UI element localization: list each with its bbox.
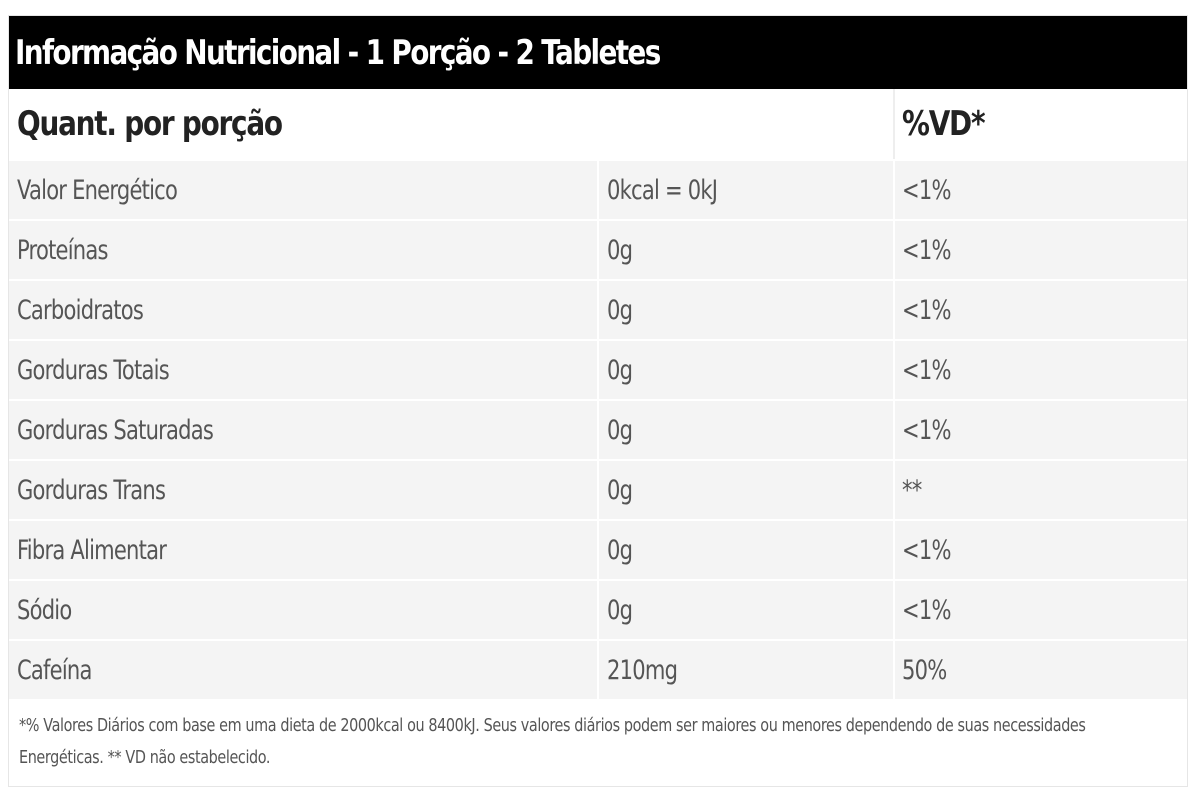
table-row: Gorduras Saturadas 0g <1% <box>9 401 1187 459</box>
table-row: Proteínas 0g <1% <box>9 221 1187 279</box>
nutrient-amount: 0g <box>607 474 633 506</box>
column-divider <box>597 461 599 519</box>
nutrient-rows: Valor Energético 0kcal = 0kJ <1% Proteín… <box>9 161 1187 701</box>
nutrient-name: Gorduras Totais <box>17 354 170 386</box>
nutrient-vd: <1% <box>902 234 952 266</box>
nutrient-vd: <1% <box>902 534 952 566</box>
column-divider <box>597 521 599 579</box>
column-divider <box>893 461 895 519</box>
column-divider <box>597 641 599 699</box>
nutrient-name: Fibra Alimentar <box>17 534 167 566</box>
column-divider <box>597 581 599 639</box>
column-divider <box>893 341 895 399</box>
table-row: Valor Energético 0kcal = 0kJ <1% <box>9 161 1187 219</box>
table-row: Cafeína 210mg 50% <box>9 641 1187 699</box>
nutrient-vd: <1% <box>902 294 952 326</box>
header-quantity: Quant. por porção <box>17 104 283 144</box>
nutrient-name: Gorduras Trans <box>17 474 166 506</box>
nutrient-amount: 0g <box>607 594 633 626</box>
nutrient-amount: 0g <box>607 294 633 326</box>
column-divider <box>597 161 599 219</box>
column-divider <box>893 401 895 459</box>
table-row: Gorduras Totais 0g <1% <box>9 341 1187 399</box>
nutrient-name: Sódio <box>17 594 72 626</box>
nutrient-vd: ** <box>902 474 922 506</box>
column-divider <box>597 221 599 279</box>
title-bar: Informação Nutricional - 1 Porção - 2 Ta… <box>9 16 1187 89</box>
table-title: Informação Nutricional - 1 Porção - 2 Ta… <box>15 32 661 73</box>
table-row: Carboidratos 0g <1% <box>9 281 1187 339</box>
header-vd: %VD* <box>902 104 986 144</box>
nutrient-amount: 0kcal = 0kJ <box>607 174 718 206</box>
footnote: *% Valores Diários com base em uma dieta… <box>19 710 1179 774</box>
column-divider <box>597 401 599 459</box>
nutrient-vd: 50% <box>902 654 947 686</box>
column-divider <box>597 281 599 339</box>
table-row: Gorduras Trans 0g ** <box>9 461 1187 519</box>
column-divider <box>893 161 895 219</box>
footnote-text: *% Valores Diários com base em uma dieta… <box>19 715 1086 768</box>
nutrient-vd: <1% <box>902 174 952 206</box>
table-row: Sódio 0g <1% <box>9 581 1187 639</box>
column-divider <box>597 341 599 399</box>
nutrient-amount: 210mg <box>607 654 678 686</box>
nutrient-name: Gorduras Saturadas <box>17 414 214 446</box>
column-divider <box>893 281 895 339</box>
nutrient-name: Proteínas <box>17 234 108 266</box>
nutrient-amount: 0g <box>607 414 633 446</box>
nutrient-amount: 0g <box>607 234 633 266</box>
column-divider <box>893 521 895 579</box>
table-row: Fibra Alimentar 0g <1% <box>9 521 1187 579</box>
nutrient-vd: <1% <box>902 414 952 446</box>
nutrient-vd: <1% <box>902 354 952 386</box>
nutrient-name: Carboidratos <box>17 294 144 326</box>
nutrient-name: Valor Energético <box>17 174 178 206</box>
nutrient-vd: <1% <box>902 594 952 626</box>
nutrient-amount: 0g <box>607 354 633 386</box>
header-row: Quant. por porção %VD* <box>9 89 1187 159</box>
nutrient-name: Cafeína <box>17 654 92 686</box>
column-divider <box>893 221 895 279</box>
column-divider <box>893 641 895 699</box>
nutrition-facts-table: Informação Nutricional - 1 Porção - 2 Ta… <box>8 15 1188 787</box>
nutrient-amount: 0g <box>607 534 633 566</box>
column-divider <box>893 581 895 639</box>
header-divider <box>893 89 895 159</box>
